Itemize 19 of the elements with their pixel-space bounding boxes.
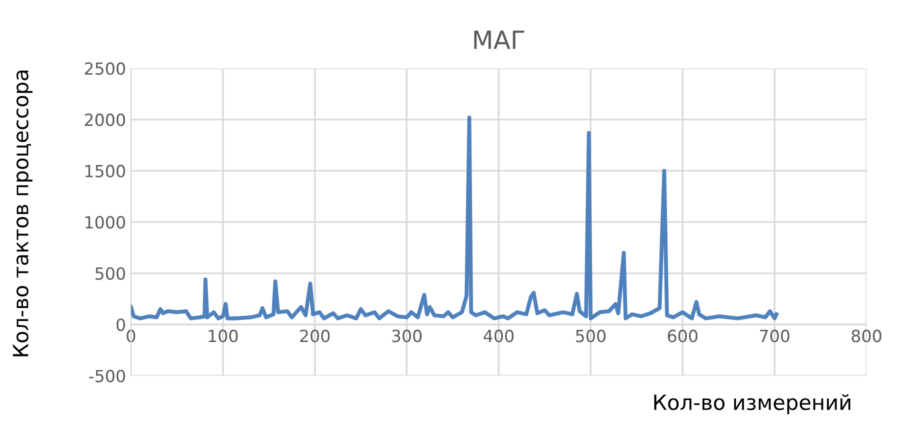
y-tick-label: 2000 <box>84 114 125 126</box>
y-tick-label: 2500 <box>84 62 125 75</box>
x-tick-label: 300 <box>392 330 422 342</box>
x-tick-label: 800 <box>852 330 882 342</box>
y-tick-label: -500 <box>89 370 125 382</box>
y-tick-label: 500 <box>96 267 125 280</box>
line-series <box>130 116 778 320</box>
chart-title: МАГ <box>474 30 524 49</box>
x-axis-title: Кол-во измерений <box>654 394 850 414</box>
x-tick-label: 700 <box>760 330 790 342</box>
x-tick-label: 600 <box>668 330 698 342</box>
x-tick-label: 500 <box>576 330 606 342</box>
y-tick-label: 1000 <box>86 216 125 229</box>
y-axis-title: Кол-во тактов процессора <box>12 70 33 356</box>
x-tick-label: 100 <box>208 330 238 342</box>
x-tick-label: 400 <box>484 330 514 342</box>
y-tick-label: 1500 <box>86 164 125 178</box>
x-tick-label: 200 <box>300 330 330 342</box>
y-tick-label: 0 <box>116 318 125 332</box>
